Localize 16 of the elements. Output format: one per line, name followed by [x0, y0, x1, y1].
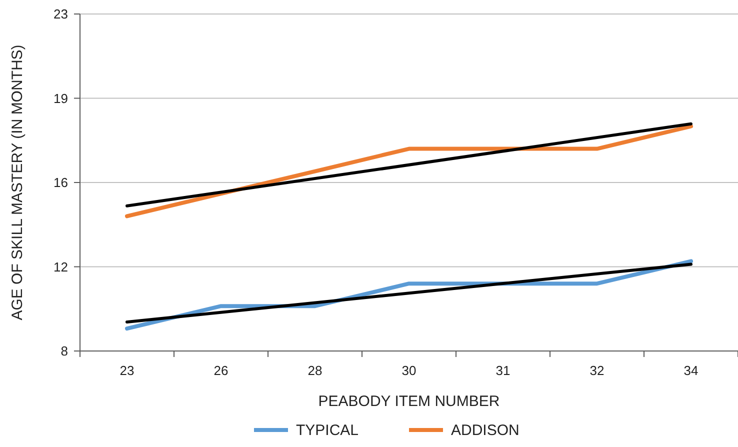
x-tick-label: 23: [120, 363, 134, 378]
y-tick-label: 23: [54, 6, 68, 22]
x-tick-label: 31: [496, 363, 510, 378]
x-tick-label: 34: [684, 363, 698, 378]
x-tick-label: 32: [590, 363, 604, 378]
legend-label: ADDISON: [451, 422, 520, 439]
y-tick-label: 12: [54, 259, 68, 274]
x-tick-label: 28: [308, 363, 322, 378]
legend-label: TYPICAL: [296, 422, 359, 439]
y-tick-label: 16: [54, 175, 68, 190]
y-tick-label: 8: [60, 344, 68, 359]
x-tick-label: 30: [402, 363, 416, 378]
x-axis-title: PEABODY ITEM NUMBER: [318, 393, 500, 410]
y-axis-title: AGE OF SKILL MASTERY (IN MONTHS): [9, 44, 26, 320]
y-tick-label: 19: [54, 90, 68, 106]
x-tick-label: 26: [214, 363, 228, 378]
